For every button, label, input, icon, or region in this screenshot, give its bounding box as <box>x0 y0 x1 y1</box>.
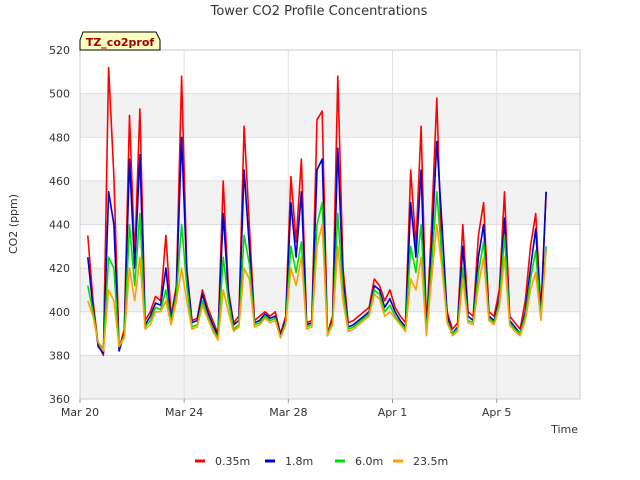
plot-band <box>80 311 580 356</box>
site-label-tab <box>79 31 161 51</box>
plot-band <box>80 93 580 138</box>
y-tick-label: 480 <box>49 131 70 144</box>
y-tick-label: 440 <box>49 219 70 232</box>
legend-label-1.8m: 1.8m <box>285 455 313 468</box>
series-line-6.0m <box>87 191 547 350</box>
site-label: TZ_co2prof <box>86 36 155 49</box>
plot-frame <box>79 49 581 400</box>
legend-label-0.35m: 0.35m <box>215 455 250 468</box>
x-tick-label: Mar 20 <box>61 406 99 419</box>
legend-label-6.0m: 6.0m <box>355 455 383 468</box>
x-tick-label: Mar 24 <box>165 406 203 419</box>
y-axis-label: CO2 (ppm) <box>7 194 20 254</box>
series-line-1.8m <box>87 136 547 355</box>
y-tick-label: 360 <box>49 393 70 406</box>
x-axis-ticks: Mar 20 Mar 24 Mar 28 Apr 1 Apr 5 <box>61 399 512 419</box>
plot-band <box>80 50 580 94</box>
y-tick-label: 500 <box>49 88 70 101</box>
y-tick-label: 460 <box>49 175 70 188</box>
x-tick-label: Apr 1 <box>378 406 408 419</box>
y-tick-label: 400 <box>49 306 70 319</box>
series-line-0.35m <box>87 66 547 357</box>
plot-band <box>80 137 580 181</box>
chart-title: Tower CO2 Profile Concentrations <box>210 4 428 19</box>
x-axis-label: Time <box>550 423 578 436</box>
site-label-box: TZ_co2prof <box>79 31 161 51</box>
y-tick-label: 520 <box>49 44 70 57</box>
x-tick-label: Mar 28 <box>269 406 307 419</box>
x-tick-label: Apr 5 <box>482 406 512 419</box>
legend: 0.35m 1.8m 6.0m 23.5m <box>195 455 448 468</box>
plot-band <box>80 355 580 399</box>
series-layer <box>87 66 547 357</box>
y-tick-label: 380 <box>49 349 70 362</box>
series-line-23.5m <box>87 223 547 352</box>
legend-label-23.5m: 23.5m <box>413 455 448 468</box>
y-tick-label: 420 <box>49 262 70 275</box>
y-axis-ticks: 360 380 400 420 440 460 480 500 520 <box>49 44 70 406</box>
